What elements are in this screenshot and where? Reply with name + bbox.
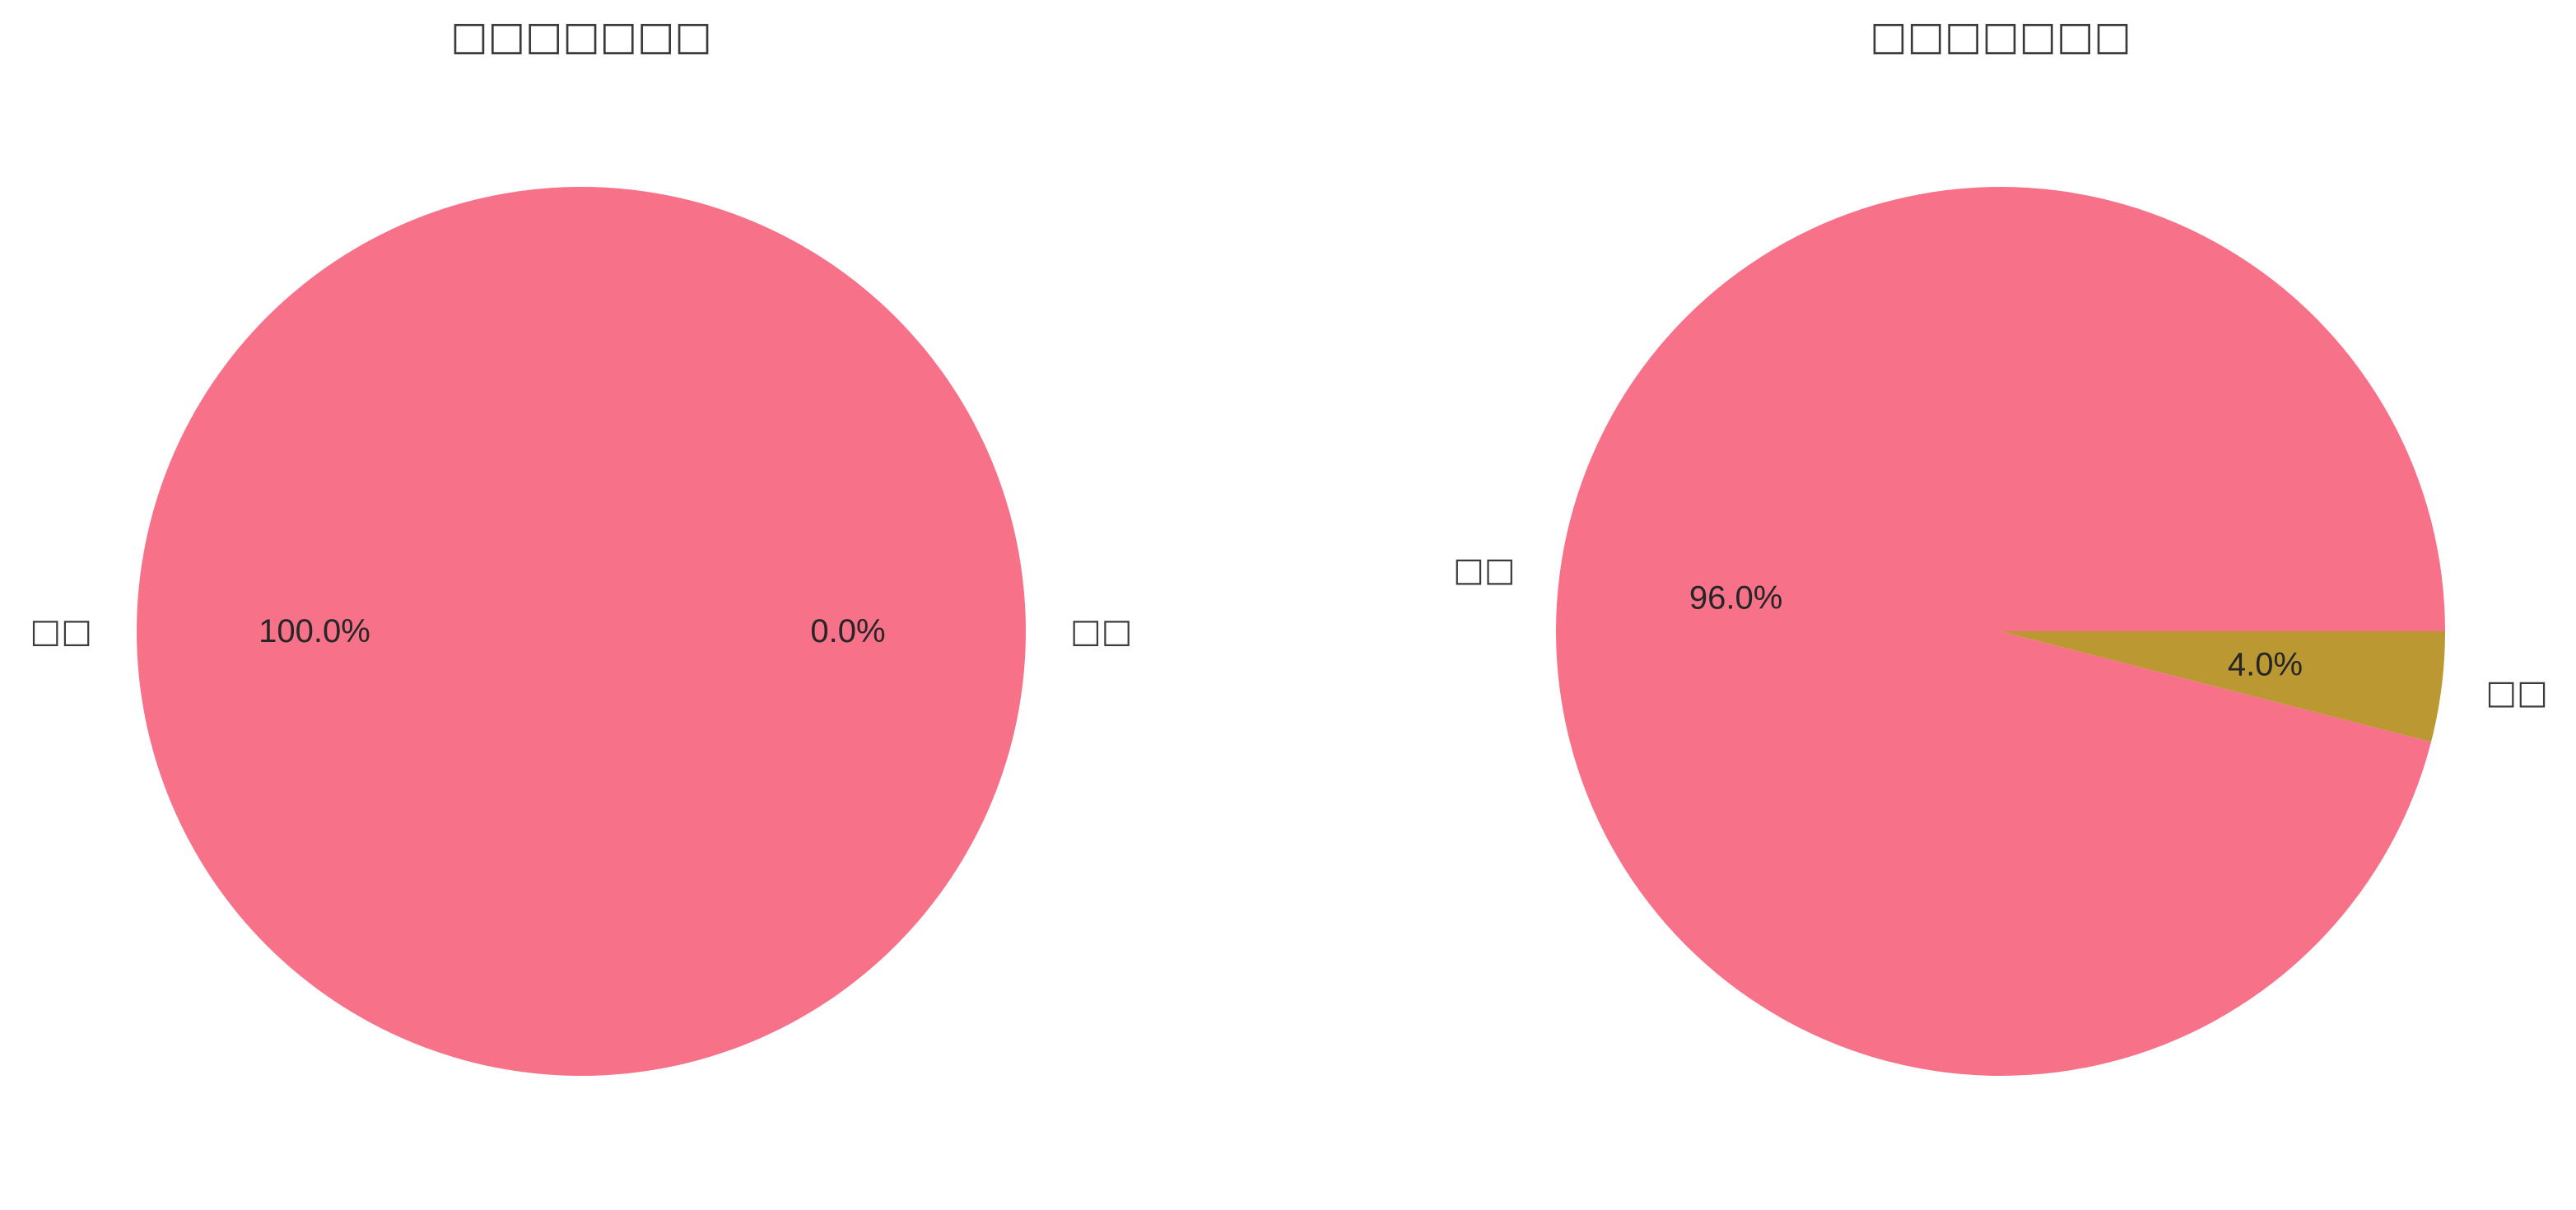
pie-labels: □□ 100.0% □□ 0.0%: [30, 612, 1132, 650]
slice-label: □□: [30, 612, 92, 650]
pie-labels: □□ 96.0% □□ 4.0%: [1453, 551, 2548, 712]
pie-slice: [1556, 186, 2445, 1076]
slice-label: □□: [2485, 673, 2548, 711]
chart-title: □□□□□□□: [1870, 13, 2131, 59]
chart-title: □□□□□□□: [450, 13, 711, 59]
pie-slices: [137, 187, 1026, 1076]
pie-slice: [137, 187, 1026, 1076]
percentage-label: 100.0%: [259, 613, 370, 649]
pie-chart-left: □□□□□□□ □□ 100.0% □□ 0.0%: [30, 13, 1133, 1076]
percentage-label: 4.0%: [2228, 647, 2303, 683]
slice-label: □□: [1070, 612, 1133, 650]
slice-label: □□: [1453, 551, 1516, 589]
pie-chart-right: □□□□□□□ □□ 96.0% □□ 4.0%: [1453, 13, 2548, 1076]
pie-slices: [1556, 186, 2445, 1076]
percentage-label: 96.0%: [1689, 579, 1782, 616]
pie-slice: [2001, 631, 2445, 742]
percentage-label: 0.0%: [810, 613, 885, 649]
